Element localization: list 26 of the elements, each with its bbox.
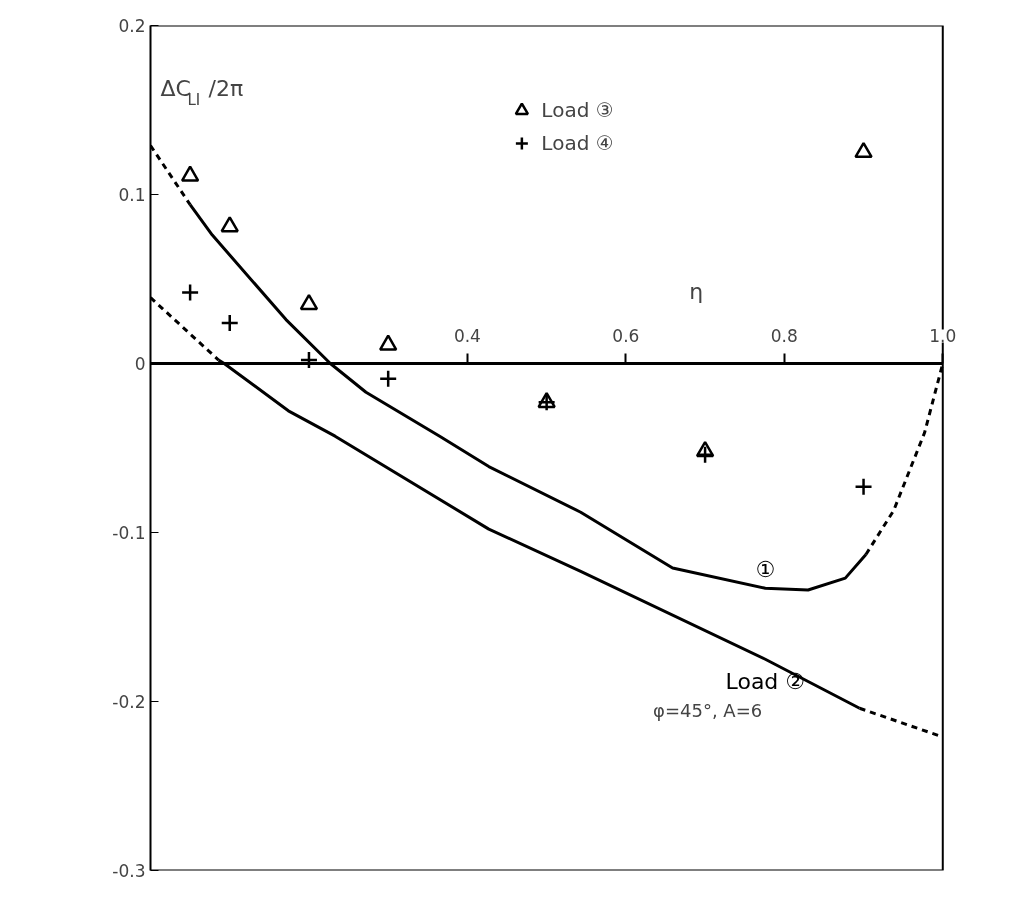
- point: [378, 369, 398, 388]
- y-tick-label: -0.3: [112, 861, 146, 881]
- x-tick-label: 0.6: [612, 326, 640, 347]
- annotation: φ=45°, A=6: [653, 699, 763, 721]
- series-label: ①: [755, 556, 776, 582]
- y-tick-label: -0.2: [112, 692, 146, 712]
- point: [299, 350, 319, 370]
- point: [220, 313, 239, 333]
- point: [180, 165, 200, 182]
- y-tick-label: 0.2: [118, 16, 146, 36]
- y-tick-label: 0: [134, 354, 146, 374]
- x-tick-label: 0.4: [453, 326, 481, 347]
- x-tick-label: 0.8: [770, 326, 798, 347]
- y-tick-label: -0.1: [112, 523, 146, 543]
- point: [378, 334, 398, 351]
- point: [854, 141, 873, 159]
- legend-label: Load ④: [541, 131, 614, 155]
- point: [220, 216, 239, 233]
- point: [695, 445, 715, 465]
- point: [180, 283, 200, 302]
- y-tick-label: 0.1: [118, 185, 146, 205]
- x-axis-title: η: [689, 279, 704, 305]
- point: [299, 293, 319, 311]
- x-tick-label: 1.0: [929, 326, 957, 347]
- point: [854, 477, 873, 497]
- legend-label: Load ③: [541, 98, 614, 122]
